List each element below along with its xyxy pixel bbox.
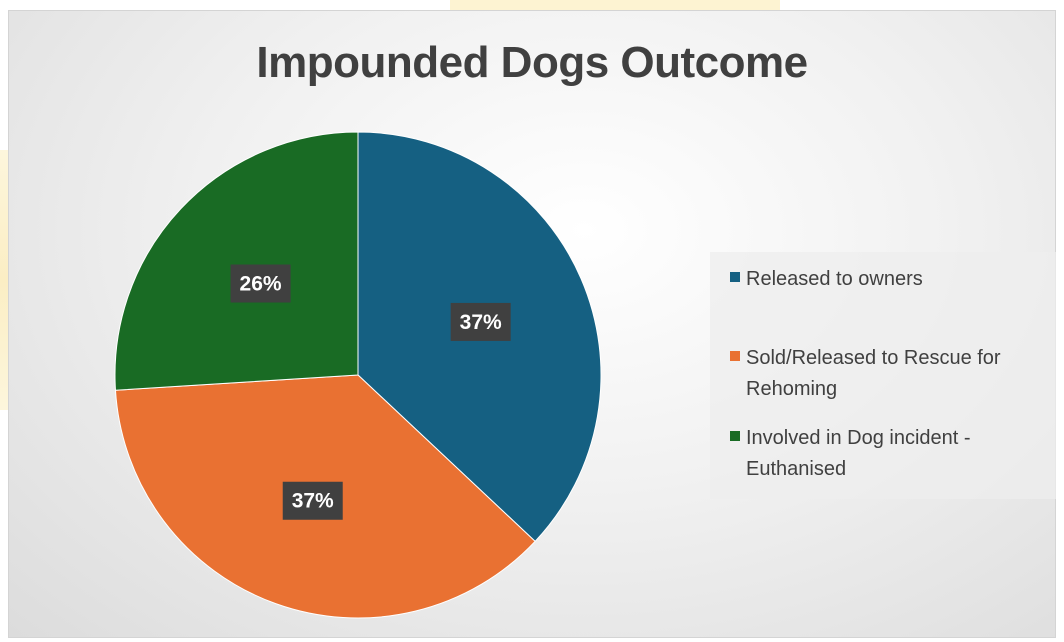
data-label: 37%: [282, 481, 343, 520]
data-label-box: [282, 481, 343, 520]
data-label: 26%: [230, 264, 291, 303]
background-decoration: [450, 0, 780, 12]
data-label-text: 37%: [460, 311, 502, 334]
chart-title: Impounded Dogs Outcome: [256, 38, 808, 87]
data-label-text: 37%: [292, 490, 334, 513]
data-label-text: 26%: [240, 273, 282, 296]
legend-label: Involved in Dog incident - Euthanised: [746, 427, 971, 480]
legend-swatch: [730, 431, 740, 441]
legend-swatch: [730, 272, 740, 282]
data-label: 37%: [450, 302, 511, 341]
legend-label: Released to owners: [746, 268, 923, 290]
legend-swatch: [730, 351, 740, 361]
legend-label: Sold/Released to Rescue for Rehoming: [746, 347, 1001, 400]
pie-slice: [114, 131, 359, 391]
data-label-box: [230, 264, 291, 303]
legend: Released to owners Sold/Released to Resc…: [710, 252, 1056, 499]
data-label-box: [450, 302, 511, 341]
